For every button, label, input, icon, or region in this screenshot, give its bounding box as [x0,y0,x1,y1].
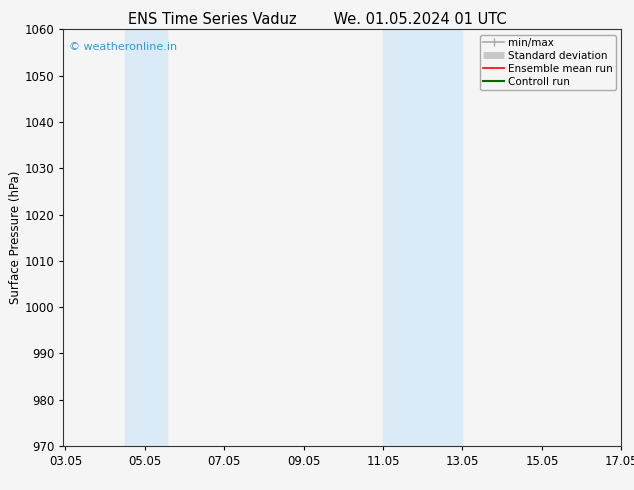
Legend: min/max, Standard deviation, Ensemble mean run, Controll run: min/max, Standard deviation, Ensemble me… [480,35,616,90]
Text: ENS Time Series Vaduz        We. 01.05.2024 01 UTC: ENS Time Series Vaduz We. 01.05.2024 01 … [127,12,507,27]
Text: © weatheronline.in: © weatheronline.in [69,42,177,52]
Bar [125,29,167,446]
Bar [383,29,462,446]
Y-axis label: Surface Pressure (hPa): Surface Pressure (hPa) [9,171,22,304]
